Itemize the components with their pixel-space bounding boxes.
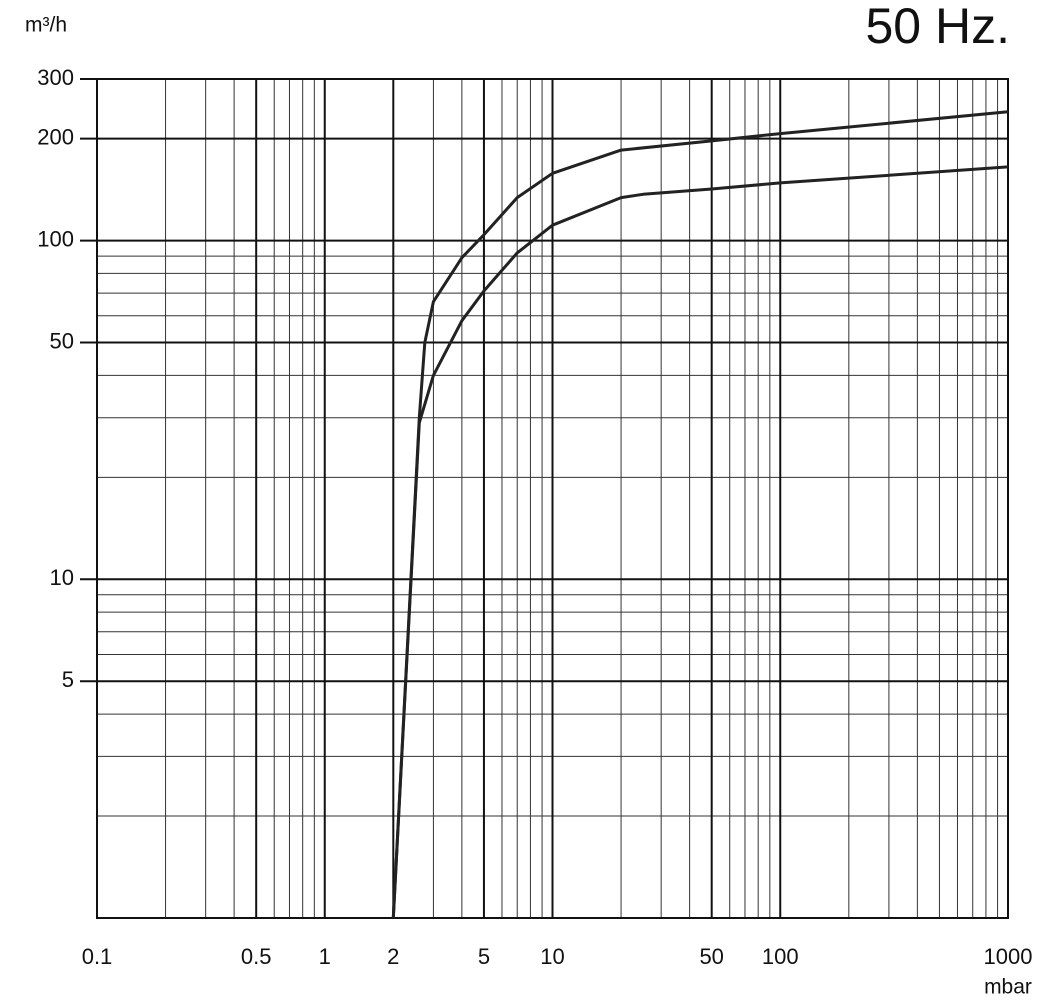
- chart-title: 50 Hz.: [865, 0, 1010, 54]
- x-tick-label: 2: [387, 944, 399, 969]
- x-tick-label: 0.1: [82, 944, 113, 969]
- x-tick-label: 0.5: [241, 944, 272, 969]
- x-tick-label: 50: [699, 944, 723, 969]
- y-tick-label: 300: [37, 65, 74, 90]
- y-tick-label: 10: [50, 565, 74, 590]
- series-line: [391, 110, 1009, 919]
- x-axis-label: mbar: [984, 976, 1032, 999]
- y-tick-label: 200: [37, 124, 74, 149]
- y-tick-label: 50: [50, 328, 74, 353]
- x-tick-label: 1: [319, 944, 331, 969]
- y-tick-label: 5: [62, 667, 74, 692]
- x-tick-label: 100: [762, 944, 799, 969]
- series-line: [391, 165, 1009, 919]
- x-tick-label: 5: [478, 944, 490, 969]
- y-axis-label: m³/h: [25, 14, 67, 37]
- x-tick-label: 1000: [984, 944, 1033, 969]
- plot-frame: [96, 78, 1009, 919]
- y-tick-label: 100: [37, 226, 74, 251]
- x-tick-label: 10: [540, 944, 564, 969]
